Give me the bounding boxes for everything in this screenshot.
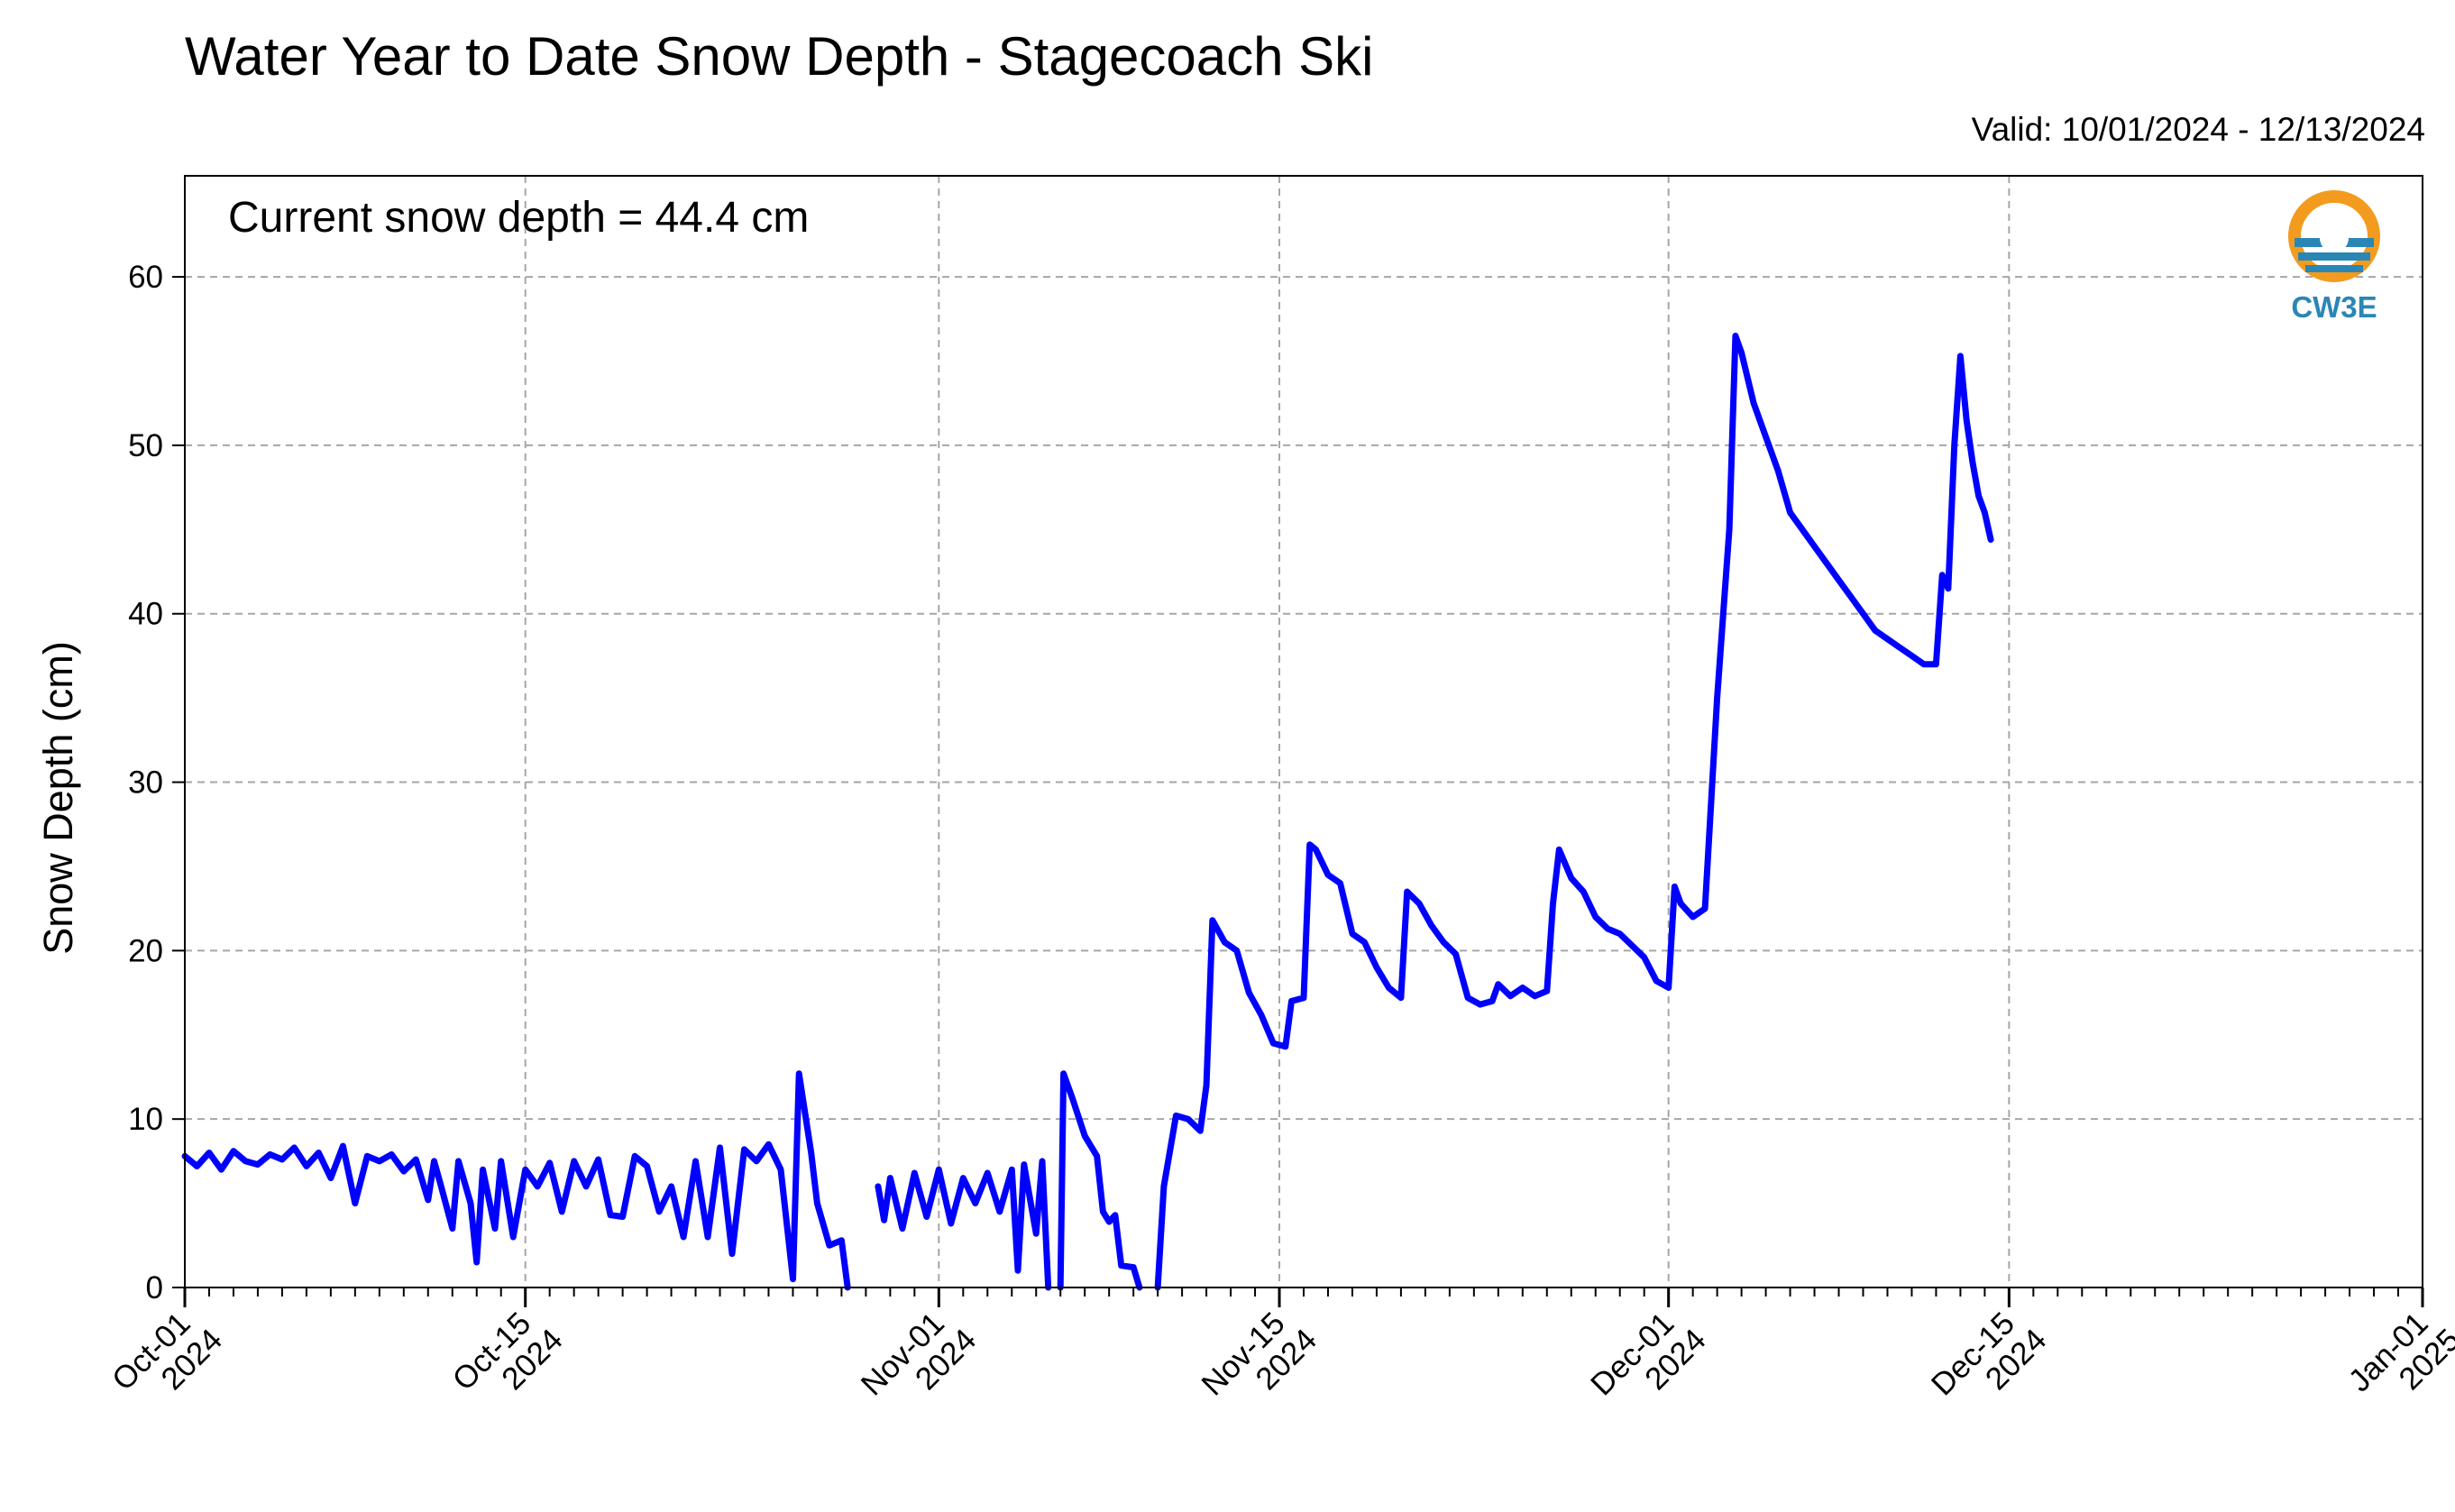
valid-date-range: Valid: 10/01/2024 - 12/13/2024 (1971, 111, 2425, 148)
cw3e-logo: CW3E (2288, 190, 2380, 324)
logo-ring-icon (2288, 190, 2380, 282)
y-tick-label: 50 (128, 428, 163, 463)
logo-wave-icon (2305, 265, 2363, 272)
snow-depth-line (181, 333, 1994, 1291)
chart-title: Water Year to Date Snow Depth - Stagecoa… (185, 26, 1374, 87)
plot-area-frame (184, 175, 2423, 1288)
y-axis-label: Snow Depth (cm) (35, 641, 81, 955)
logo-wave-icon (2298, 252, 2370, 261)
y-tick-label: 60 (128, 260, 163, 295)
y-tick-label: 20 (128, 933, 163, 968)
y-tick-label: 0 (146, 1270, 163, 1306)
water-drop-icon (2320, 209, 2349, 252)
y-tick-label: 40 (128, 597, 163, 632)
y-tick-label: 10 (128, 1102, 163, 1137)
logo-text: CW3E (2291, 290, 2377, 324)
current-depth-annotation: Current snow depth = 44.4 cm (228, 194, 809, 242)
y-tick-label: 30 (128, 765, 163, 801)
grid-lines (185, 176, 2423, 1287)
